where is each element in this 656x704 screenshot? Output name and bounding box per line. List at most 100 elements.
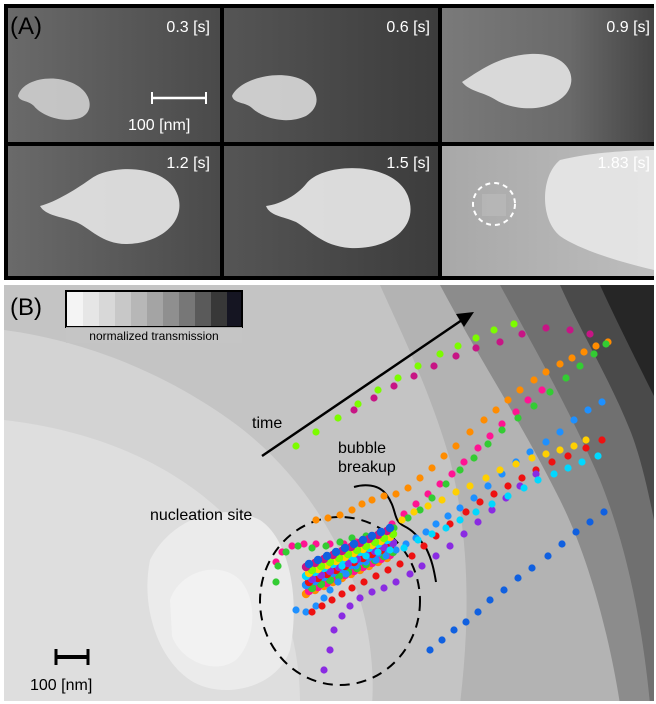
trajectory-point: [416, 506, 424, 514]
trajectory-point: [580, 348, 588, 356]
trajectory-point: [396, 560, 404, 568]
trajectory-point: [448, 470, 456, 478]
bubble-shape: [18, 78, 90, 120]
trajectory-point: [518, 330, 526, 338]
nucleation-site-label: nucleation site: [150, 507, 252, 524]
bubble-shape: [266, 168, 411, 249]
trajectory-point: [430, 362, 438, 370]
trajectory-point: [576, 362, 584, 370]
trajectory-point: [452, 352, 460, 360]
trajectory-point: [404, 514, 412, 522]
trajectory-point: [484, 440, 492, 448]
trajectory-point: [456, 516, 464, 524]
frame-time: 1.2 [s]: [166, 155, 210, 172]
trajectory-point: [584, 406, 592, 414]
trajectory-point: [444, 512, 452, 520]
trajectory-point: [374, 386, 382, 394]
trajectory-point: [438, 636, 446, 644]
trajectory-point: [380, 584, 388, 592]
trajectory-point: [472, 508, 480, 516]
trajectory-point: [514, 574, 522, 582]
trajectory-point: [488, 506, 496, 514]
trajectory-point: [390, 382, 398, 390]
trajectory-point: [542, 324, 550, 332]
trajectory-point: [514, 414, 522, 422]
trajectory-cluster-point: [340, 543, 350, 553]
trajectory-cluster-point: [376, 527, 386, 537]
breakup-curve: [353, 484, 437, 583]
trajectory-point: [530, 376, 538, 384]
trajectory-point: [470, 454, 478, 462]
trajectory-point: [338, 590, 346, 598]
trajectory-point: [582, 444, 590, 452]
trajectory-cluster-point: [367, 531, 377, 541]
trajectory-point: [482, 474, 490, 482]
trajectory-cluster-point: [304, 559, 314, 569]
trajectory-point: [594, 452, 602, 460]
trajectory-cluster-point: [322, 551, 332, 561]
trajectory-point: [476, 498, 484, 506]
trajectory-point: [428, 464, 436, 472]
trajectory-point: [326, 646, 334, 654]
trajectory-point: [566, 326, 574, 334]
trajectory-point: [294, 542, 302, 550]
trajectory-point: [428, 494, 436, 502]
trajectory-point: [300, 540, 308, 548]
trajectory-point: [466, 482, 474, 490]
trajectories: [272, 320, 612, 674]
trajectory-point: [474, 444, 482, 452]
trajectory-point: [328, 596, 336, 604]
trajectory-point: [564, 464, 572, 472]
trajectory-point: [462, 508, 470, 516]
trajectory-point: [350, 406, 358, 414]
trajectory-point: [452, 488, 460, 496]
trajectory-point: [338, 562, 346, 570]
bubble-shape: [40, 169, 180, 244]
trajectory-point: [490, 490, 498, 498]
trajectory-point: [570, 442, 578, 450]
trajectory-point: [496, 466, 504, 474]
trajectory-cluster-point: [331, 547, 341, 557]
trajectory-point: [570, 416, 578, 424]
trajectory-point: [590, 350, 598, 358]
trajectory-point: [380, 492, 388, 500]
trajectory-point: [392, 546, 400, 554]
trajectory-point: [532, 470, 540, 478]
trajectory-point: [500, 586, 508, 594]
trajectory-point: [326, 586, 334, 594]
trajectory-point: [422, 528, 430, 536]
trajectory-point: [282, 548, 290, 556]
trajectory-point: [556, 360, 564, 368]
trajectory-point: [460, 530, 468, 538]
trajectory-point: [534, 476, 542, 484]
trajectory-point: [562, 374, 570, 382]
nucleation-marker-circle: [472, 182, 516, 226]
trajectory-point: [372, 572, 380, 580]
trajectory-point: [372, 556, 380, 564]
trajectory-point: [384, 566, 392, 574]
trajectory-point: [446, 542, 454, 550]
trajectory-point: [528, 454, 536, 462]
trajectory-point: [414, 536, 422, 544]
trajectory-point: [410, 508, 418, 516]
trajectory-point: [354, 400, 362, 408]
trajectory-point: [324, 514, 332, 522]
trajectory-point: [486, 596, 494, 604]
trajectory-point: [320, 666, 328, 674]
trajectory-point: [460, 458, 468, 466]
frame-5: 1.5 [s]: [224, 146, 438, 276]
trajectory-point: [488, 500, 496, 508]
trajectory-point: [564, 452, 572, 460]
scale-bar-a-label: 100 [nm]: [128, 117, 190, 134]
trajectory-point: [512, 408, 520, 416]
trajectory-point: [436, 350, 444, 358]
trajectory-point: [338, 612, 346, 620]
trajectory-point: [550, 470, 558, 478]
trajectory-point: [274, 562, 282, 570]
trajectory-point: [544, 552, 552, 560]
trajectory-point: [474, 608, 482, 616]
trajectory-cluster-point: [385, 523, 395, 533]
trajectory-point: [336, 511, 344, 519]
trajectory-point: [410, 372, 418, 380]
